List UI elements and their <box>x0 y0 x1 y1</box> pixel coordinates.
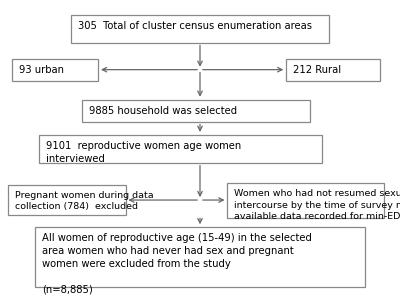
Text: Pregnant women during data
collection (784)  excluded: Pregnant women during data collection (7… <box>15 190 154 211</box>
FancyBboxPatch shape <box>35 227 365 287</box>
Text: Women who had not resumed sexual
intercourse by the time of survey not
available: Women who had not resumed sexual interco… <box>234 189 400 221</box>
FancyBboxPatch shape <box>12 59 98 81</box>
Text: 9101  reproductive women age women
interviewed: 9101 reproductive women age women interv… <box>46 141 242 164</box>
Text: All women of reproductive age (15-49) in the selected
area women who had never h: All women of reproductive age (15-49) in… <box>42 233 312 294</box>
FancyBboxPatch shape <box>286 59 380 81</box>
FancyBboxPatch shape <box>228 183 384 218</box>
Text: 9885 household was selected: 9885 household was selected <box>90 106 238 115</box>
Text: 212 Rural: 212 Rural <box>293 65 342 74</box>
FancyBboxPatch shape <box>39 135 322 163</box>
FancyBboxPatch shape <box>71 15 329 42</box>
FancyBboxPatch shape <box>82 100 310 122</box>
Text: 93 urban: 93 urban <box>19 65 64 74</box>
FancyBboxPatch shape <box>8 185 126 215</box>
Text: 305  Total of cluster census enumeration areas: 305 Total of cluster census enumeration … <box>78 21 312 30</box>
